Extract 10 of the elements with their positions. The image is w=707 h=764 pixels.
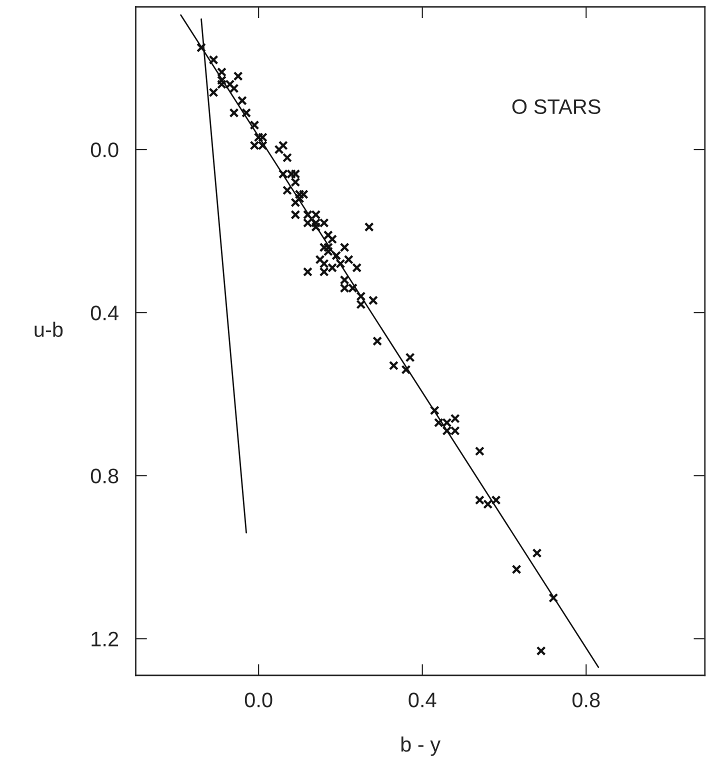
annotation: O STARS [512,99,600,114]
y-tick-label: 0.0 [90,142,118,158]
y-tick-label: 0.8 [90,468,118,484]
y-axis-title: u-b [34,322,63,338]
x-tick-label: 0.0 [244,692,272,708]
x-tick-label: 0.8 [572,692,600,708]
y-tick-label: 0.4 [90,306,118,320]
x-axis-title: b - y [401,736,441,756]
x-tick-label: 0.4 [408,692,436,708]
y-tick-label: 1.2 [92,632,118,646]
